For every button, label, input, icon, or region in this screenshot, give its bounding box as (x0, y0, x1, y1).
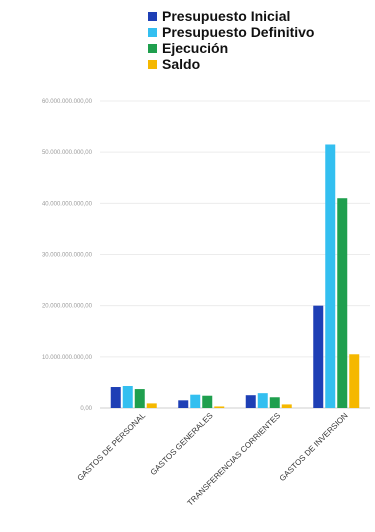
bar-3-2 (281, 404, 292, 408)
legend-swatch (148, 60, 157, 69)
legend-swatch (148, 12, 157, 21)
y-tick-label: 50.000.000.000,00 (42, 150, 93, 156)
bar-2-0 (134, 389, 145, 408)
y-tick-label: 60.000.000.000,00 (42, 99, 93, 105)
y-tick-label: 30.000.000.000,00 (42, 253, 93, 259)
bar-2-2 (269, 397, 280, 408)
legend-item-saldo: Saldo (148, 57, 368, 72)
bar-3-3 (349, 354, 360, 408)
legend-swatch (148, 44, 157, 53)
y-tick-label: 0,00 (80, 406, 92, 412)
legend-label: Presupuesto Definitivo (162, 24, 315, 40)
legend-item-ejecucion: Ejecución (148, 41, 368, 56)
bar-1-3 (325, 144, 336, 408)
legend-label: Ejecución (162, 40, 229, 56)
bar-3-1 (214, 406, 225, 408)
x-category-label: GASTOS GENERALES (149, 411, 215, 477)
legend-item-presupuesto-inicial: Presupuesto Inicial (148, 9, 368, 24)
bar-1-0 (122, 385, 133, 408)
x-category-label: GASTOS DE PERSONAL (76, 411, 148, 483)
bar-1-2 (257, 393, 268, 408)
bar-0-3 (313, 305, 324, 408)
y-tick-label: 10.000.000.000,00 (42, 355, 93, 361)
bar-0-1 (178, 400, 189, 408)
y-tick-label: 40.000.000.000,00 (42, 201, 93, 207)
y-tick-label: 20.000.000.000,00 (42, 304, 93, 310)
bar-2-1 (202, 395, 213, 408)
x-category-label: GASTOS DE INVERSION (278, 411, 350, 483)
legend-label: Saldo (162, 56, 201, 72)
bar-3-0 (146, 403, 157, 408)
bar-1-1 (190, 394, 201, 408)
legend-swatch (148, 28, 157, 37)
legend-item-presupuesto-definitivo: Presupuesto Definitivo (148, 25, 368, 40)
bar-0-2 (245, 395, 256, 408)
legend-label: Presupuesto Inicial (162, 8, 291, 24)
chart-legend: Presupuesto Inicial Presupuesto Definiti… (148, 9, 368, 73)
bar-2-3 (337, 198, 348, 408)
bar-0-0 (110, 387, 121, 408)
